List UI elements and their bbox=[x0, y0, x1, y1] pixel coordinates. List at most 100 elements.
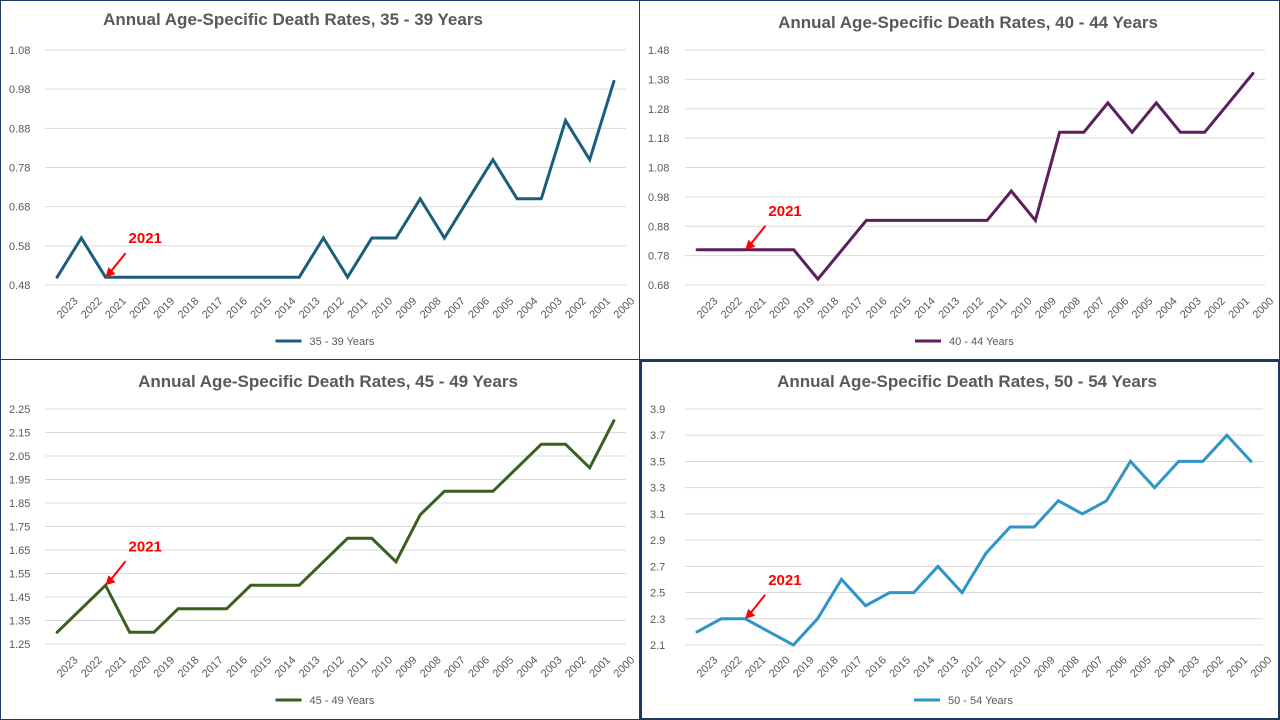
chart-title: Annual Age-Specific Death Rates, 45 - 49… bbox=[138, 372, 518, 391]
y-tick-label: 1.35 bbox=[9, 616, 30, 628]
line-chart-35-39: Annual Age-Specific Death Rates, 35 - 39… bbox=[9, 10, 637, 348]
y-tick-label: 1.75 bbox=[9, 522, 30, 534]
chart-title: Annual Age-Specific Death Rates, 35 - 39… bbox=[103, 10, 483, 29]
x-tick-label: 2010 bbox=[1008, 654, 1034, 680]
x-tick-label: 2014 bbox=[911, 654, 937, 680]
x-tick-label: 2002 bbox=[563, 654, 589, 680]
x-tick-label: 2015 bbox=[248, 654, 274, 680]
x-tick-label: 2010 bbox=[369, 295, 395, 321]
x-tick-label: 2002 bbox=[1200, 654, 1226, 680]
x-tick-label: 2012 bbox=[960, 654, 986, 680]
x-tick-label: 2018 bbox=[176, 654, 202, 680]
legend-label: 45 - 49 Years bbox=[310, 695, 375, 707]
y-tick-label: 1.48 bbox=[648, 45, 669, 57]
y-tick-label: 1.38 bbox=[648, 74, 669, 86]
x-tick-label: 2019 bbox=[152, 654, 178, 680]
x-tick-label: 2018 bbox=[176, 295, 202, 321]
x-tick-label: 2016 bbox=[864, 295, 890, 321]
x-tick-label: 2023 bbox=[55, 295, 81, 321]
x-tick-label: 2022 bbox=[79, 295, 105, 321]
annotation-arrow-shaft bbox=[748, 225, 767, 247]
x-tick-label: 2006 bbox=[466, 295, 492, 321]
x-tick-label: 2004 bbox=[515, 654, 541, 680]
x-tick-label: 2019 bbox=[791, 654, 817, 680]
x-tick-label: 2013 bbox=[297, 295, 323, 321]
x-tick-label: 2012 bbox=[321, 654, 347, 680]
x-tick-label: 2000 bbox=[1249, 654, 1275, 680]
x-tick-label: 2002 bbox=[563, 295, 589, 321]
line-chart-40-44: Annual Age-Specific Death Rates, 40 - 44… bbox=[648, 13, 1276, 348]
y-tick-label: 0.98 bbox=[9, 84, 30, 96]
y-tick-label: 1.08 bbox=[648, 163, 669, 175]
y-tick-label: 2.5 bbox=[650, 588, 665, 600]
x-tick-label: 2023 bbox=[695, 654, 721, 680]
x-tick-label: 2010 bbox=[369, 654, 395, 680]
x-tick-label: 2020 bbox=[127, 654, 153, 680]
annotation-arrow-head bbox=[745, 608, 756, 619]
chart-title: Annual Age-Specific Death Rates, 50 - 54… bbox=[777, 372, 1157, 391]
annotation-arrow-head bbox=[745, 239, 756, 250]
x-tick-label: 2011 bbox=[984, 655, 1009, 680]
y-tick-label: 2.3 bbox=[650, 614, 665, 626]
annotation-label: 2021 bbox=[768, 203, 801, 220]
x-tick-label: 2009 bbox=[1033, 295, 1059, 321]
x-tick-label: 2001 bbox=[587, 295, 613, 321]
y-tick-label: 1.55 bbox=[9, 569, 30, 581]
x-tick-label: 2016 bbox=[224, 654, 250, 680]
x-tick-label: 2013 bbox=[936, 295, 962, 321]
y-tick-label: 0.58 bbox=[9, 241, 30, 253]
x-tick-label: 2005 bbox=[1130, 295, 1156, 321]
x-tick-label: 2019 bbox=[791, 295, 817, 321]
chart-panel-50-54: Annual Age-Specific Death Rates, 50 - 54… bbox=[640, 360, 1280, 720]
line-chart-45-49: Annual Age-Specific Death Rates, 45 - 49… bbox=[9, 372, 637, 707]
annotation-arrow-head bbox=[105, 267, 116, 278]
x-tick-label: 2017 bbox=[839, 654, 865, 680]
x-tick-label: 2017 bbox=[200, 654, 226, 680]
x-tick-label: 2003 bbox=[539, 654, 565, 680]
x-tick-label: 2007 bbox=[1080, 654, 1106, 680]
x-tick-label: 2015 bbox=[887, 654, 913, 680]
x-tick-label: 2007 bbox=[442, 295, 468, 321]
line-chart-50-54: Annual Age-Specific Death Rates, 50 - 54… bbox=[650, 372, 1275, 707]
x-tick-label: 2001 bbox=[1225, 654, 1251, 680]
x-tick-label: 2018 bbox=[815, 654, 841, 680]
x-tick-label: 2008 bbox=[1056, 654, 1082, 680]
y-tick-label: 1.65 bbox=[9, 545, 30, 557]
x-tick-label: 2021 bbox=[743, 295, 769, 321]
y-tick-label: 1.85 bbox=[9, 498, 30, 510]
y-tick-label: 0.68 bbox=[648, 280, 669, 292]
x-tick-label: 2021 bbox=[103, 654, 129, 680]
x-tick-label: 2006 bbox=[466, 654, 492, 680]
x-tick-label: 2007 bbox=[1081, 295, 1107, 321]
x-tick-label: 2010 bbox=[1009, 295, 1035, 321]
annotation-arrow-shaft bbox=[108, 252, 127, 274]
y-tick-label: 0.68 bbox=[9, 202, 30, 214]
x-tick-label: 2009 bbox=[394, 295, 420, 321]
x-tick-label: 2006 bbox=[1104, 654, 1130, 680]
y-tick-label: 2.05 bbox=[9, 451, 30, 463]
x-tick-label: 2012 bbox=[961, 295, 987, 321]
x-tick-label: 2019 bbox=[152, 295, 178, 321]
x-tick-label: 2006 bbox=[1106, 295, 1132, 321]
series-line bbox=[695, 72, 1255, 282]
x-tick-label: 2014 bbox=[912, 295, 938, 321]
y-tick-label: 3.5 bbox=[650, 456, 665, 468]
y-tick-label: 1.08 bbox=[9, 45, 30, 57]
legend-label: 35 - 39 Years bbox=[310, 336, 375, 348]
y-tick-label: 2.1 bbox=[650, 640, 665, 652]
y-tick-label: 0.88 bbox=[9, 123, 30, 135]
x-tick-label: 2013 bbox=[936, 654, 962, 680]
x-tick-label: 2015 bbox=[888, 295, 914, 321]
y-tick-label: 3.1 bbox=[650, 509, 665, 521]
y-tick-label: 2.25 bbox=[9, 404, 30, 416]
x-tick-label: 2016 bbox=[224, 295, 250, 321]
y-tick-label: 3.3 bbox=[650, 483, 665, 495]
x-tick-label: 2013 bbox=[297, 654, 323, 680]
x-tick-label: 2016 bbox=[863, 654, 889, 680]
chart-title: Annual Age-Specific Death Rates, 40 - 44… bbox=[778, 13, 1158, 32]
series-line bbox=[695, 432, 1253, 647]
x-tick-label: 2005 bbox=[490, 654, 516, 680]
x-tick-label: 2004 bbox=[1152, 654, 1178, 680]
x-tick-label: 2003 bbox=[1178, 295, 1204, 321]
x-tick-label: 2020 bbox=[767, 295, 793, 321]
